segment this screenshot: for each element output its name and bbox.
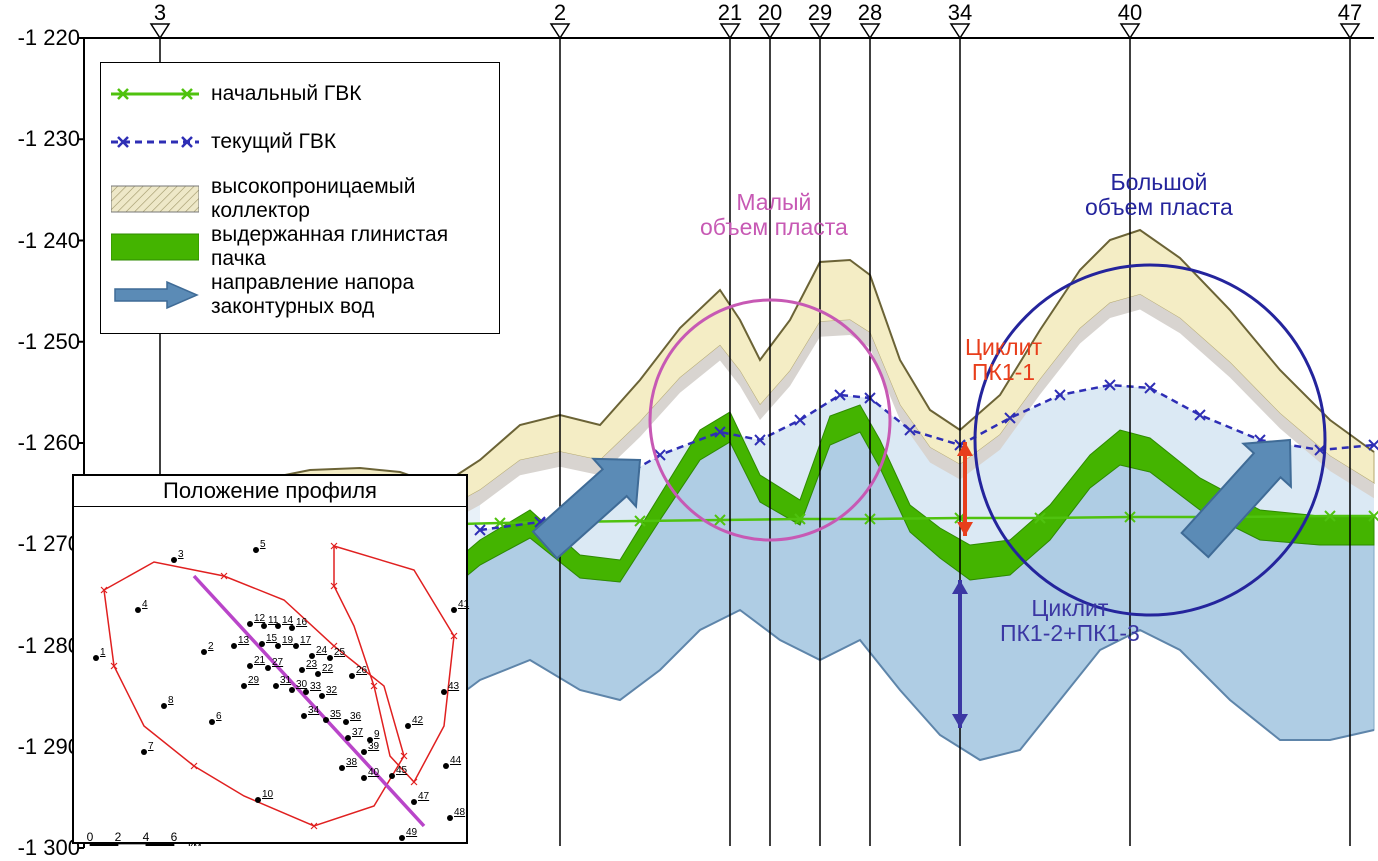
svg-text:24: 24 (316, 645, 328, 656)
y-tick-label: -1 300 (18, 835, 80, 861)
legend-label: высокопроницаемый коллектор (211, 175, 489, 223)
legend-swatch-flow_arrow (111, 280, 199, 310)
inset-map-svg: 1354287610121114161315191724252127232226… (74, 506, 470, 846)
legend-row: выдержанная глинистая пачка (111, 223, 489, 271)
legend-row: направление напоразаконтурных вод (111, 271, 489, 319)
svg-text:21: 21 (254, 655, 266, 666)
inset-map-title: Положение профиля (74, 478, 466, 507)
svg-text:19: 19 (282, 635, 294, 646)
svg-text:16: 16 (296, 617, 308, 628)
svg-text:37: 37 (352, 727, 364, 738)
svg-text:29: 29 (248, 675, 260, 686)
y-tick-label: -1 230 (18, 126, 80, 152)
svg-text:35: 35 (330, 709, 342, 720)
svg-text:км: км (188, 839, 202, 846)
svg-text:8: 8 (168, 695, 174, 706)
well-label: 34 (948, 0, 972, 26)
y-tick-label: -1 270 (18, 531, 80, 557)
svg-text:4: 4 (143, 830, 150, 844)
legend-label: выдержанная глинистая пачка (211, 223, 489, 271)
svg-text:5: 5 (260, 539, 266, 550)
svg-text:39: 39 (368, 741, 380, 752)
svg-text:30: 30 (296, 679, 308, 690)
legend-swatch-current_gvk (111, 127, 199, 157)
svg-text:15: 15 (266, 633, 278, 644)
y-tick-label: -1 290 (18, 734, 80, 760)
well-label: 29 (808, 0, 832, 26)
annotation-small-reservoir: Малыйобъем пласта (700, 190, 848, 241)
svg-text:42: 42 (412, 715, 424, 726)
svg-text:2: 2 (115, 830, 122, 844)
legend: начальный ГВК текущий ГВК высокопроницаемы… (100, 62, 500, 334)
svg-text:27: 27 (272, 657, 284, 668)
svg-text:48: 48 (454, 807, 466, 818)
svg-text:40: 40 (368, 767, 380, 778)
legend-label: начальный ГВК (211, 82, 362, 106)
svg-text:23: 23 (306, 659, 318, 670)
legend-row: начальный ГВК (111, 79, 489, 109)
svg-text:36: 36 (350, 711, 362, 722)
svg-text:1: 1 (100, 647, 106, 658)
y-tick-label: -1 220 (18, 25, 80, 51)
svg-text:31: 31 (280, 675, 292, 686)
well-label: 40 (1118, 0, 1142, 26)
svg-text:3: 3 (178, 549, 184, 560)
svg-text:22: 22 (322, 663, 334, 674)
legend-swatch-reservoir (111, 184, 199, 214)
legend-row: высокопроницаемый коллектор (111, 175, 489, 223)
svg-text:38: 38 (346, 757, 358, 768)
svg-text:32: 32 (326, 685, 338, 696)
svg-text:0: 0 (87, 830, 94, 844)
well-label: 2 (554, 0, 566, 26)
cross-section-chart: -1 220 -1 230 -1 240 -1 250 -1 260 -1 270 -1 2… (0, 0, 1378, 853)
legend-row: текущий ГВК (111, 127, 489, 157)
legend-swatch-clay (111, 232, 199, 262)
well-label: 20 (758, 0, 782, 26)
legend-swatch-initial_gvk (111, 79, 199, 109)
svg-text:6: 6 (171, 830, 178, 844)
svg-text:25: 25 (334, 647, 346, 658)
svg-text:4: 4 (142, 599, 148, 610)
legend-label: текущий ГВК (211, 130, 336, 154)
y-tick-label: -1 260 (18, 430, 80, 456)
annotation-cyclite-pk1-2-3: ЦиклитПК1-2+ПК1-3 (1000, 596, 1140, 647)
svg-text:13: 13 (238, 635, 250, 646)
svg-text:12: 12 (254, 613, 266, 624)
svg-text:49: 49 (406, 827, 418, 838)
y-tick-label: -1 280 (18, 633, 80, 659)
inset-map: Положение профиля 1354287610121114161315… (72, 474, 468, 844)
y-tick-label: -1 240 (18, 228, 80, 254)
svg-text:26: 26 (356, 665, 368, 676)
svg-text:9: 9 (374, 729, 380, 740)
svg-text:43: 43 (448, 681, 460, 692)
well-label: 3 (154, 0, 166, 26)
svg-text:34: 34 (308, 705, 320, 716)
svg-text:2: 2 (208, 641, 214, 652)
svg-text:7: 7 (148, 741, 154, 752)
svg-text:6: 6 (216, 711, 222, 722)
legend-label: направление напоразаконтурных вод (211, 271, 414, 319)
svg-text:45: 45 (396, 765, 408, 776)
well-label: 28 (858, 0, 882, 26)
annotation-large-reservoir: Большойобъем пласта (1085, 170, 1233, 221)
well-label: 21 (718, 0, 742, 26)
svg-text:14: 14 (282, 615, 294, 626)
well-label: 47 (1338, 0, 1362, 26)
svg-text:47: 47 (418, 791, 430, 802)
svg-text:44: 44 (450, 755, 462, 766)
annotation-cyclite-pk1-1: ЦиклитПК1-1 (965, 335, 1042, 386)
svg-text:10: 10 (262, 789, 274, 800)
svg-text:17: 17 (300, 635, 312, 646)
svg-text:41: 41 (458, 599, 470, 610)
y-tick-label: -1 250 (18, 329, 80, 355)
svg-text:33: 33 (310, 681, 322, 692)
